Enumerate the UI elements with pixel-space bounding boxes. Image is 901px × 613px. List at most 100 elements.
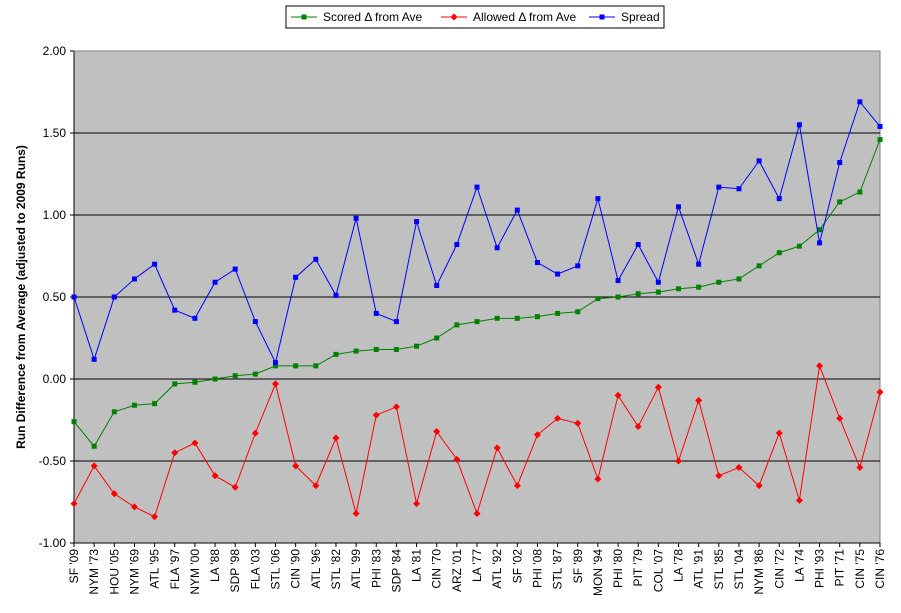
- data-point-allowed: [755, 482, 763, 490]
- data-point-scored: [615, 294, 621, 300]
- x-tick-label: STL '82: [329, 549, 343, 590]
- data-point-scored: [756, 263, 762, 269]
- data-point-allowed: [211, 472, 219, 480]
- data-point-scored: [716, 279, 722, 285]
- x-tick-label: NYM '73: [87, 549, 101, 595]
- data-point-allowed: [392, 403, 400, 411]
- x-tick-label: NYM '00: [188, 549, 202, 595]
- data-point-spread: [293, 274, 299, 280]
- data-point-spread: [454, 242, 460, 248]
- data-point-scored: [333, 351, 339, 357]
- x-tick-label: CIN '75: [853, 549, 867, 589]
- data-point-allowed: [70, 500, 78, 508]
- data-point-spread: [877, 123, 883, 129]
- data-point-spread: [776, 196, 782, 202]
- data-point-scored: [71, 419, 77, 425]
- data-point-spread: [71, 294, 77, 300]
- data-point-spread: [313, 256, 319, 262]
- x-tick-label: PHI '80: [611, 549, 625, 588]
- data-point-scored: [232, 373, 238, 379]
- y-tick-label: 1.50: [43, 126, 67, 140]
- x-tick-label: CIN '90: [289, 549, 303, 589]
- data-point-spread: [434, 283, 440, 289]
- data-point-allowed: [735, 464, 743, 472]
- x-tick-label: SF '09: [67, 549, 81, 584]
- data-point-allowed: [513, 482, 521, 490]
- data-point-scored: [877, 137, 883, 143]
- data-point-allowed: [453, 455, 461, 463]
- data-point-spread: [494, 245, 500, 251]
- series-scored: [71, 137, 883, 449]
- y-axis-title: Run Difference from Average (adjusted to…: [14, 145, 28, 449]
- x-tick-label: LA '74: [792, 549, 806, 582]
- data-point-scored: [857, 189, 863, 195]
- x-tick-label: NYM '69: [127, 549, 141, 595]
- data-point-allowed: [372, 411, 380, 419]
- x-tick-label: ATL '91: [692, 549, 706, 589]
- series-layer: [70, 99, 884, 521]
- legend-marker-scored: [301, 14, 307, 20]
- x-tick-label: SDP '84: [389, 549, 403, 593]
- data-point-allowed: [775, 429, 783, 437]
- data-point-spread: [716, 184, 722, 190]
- data-point-scored: [474, 319, 480, 325]
- data-point-allowed: [574, 419, 582, 427]
- y-tick-label: 1.00: [43, 208, 67, 222]
- data-point-spread: [796, 122, 802, 128]
- data-point-spread: [736, 186, 742, 192]
- y-tick-label: -1.00: [39, 536, 67, 550]
- data-point-scored: [313, 363, 319, 369]
- x-tick-label: ATL '92: [490, 549, 504, 589]
- data-point-scored: [575, 309, 581, 315]
- x-tick-label: LA '78: [672, 549, 686, 582]
- x-tick-label: ATL '99: [349, 549, 363, 589]
- data-point-spread: [534, 260, 540, 266]
- data-point-spread: [131, 276, 137, 282]
- x-tick-label: FLA '97: [168, 549, 182, 590]
- data-point-spread: [111, 294, 117, 300]
- data-point-scored: [353, 348, 359, 354]
- x-tick-label: CIN '70: [430, 549, 444, 589]
- data-point-scored: [373, 346, 379, 352]
- data-point-allowed: [614, 391, 622, 399]
- data-point-allowed: [231, 483, 239, 491]
- legend-label-spread: Spread: [621, 10, 660, 24]
- legend-label-scored: Scored Δ from Ave: [323, 10, 423, 24]
- data-point-allowed: [594, 475, 602, 483]
- data-point-allowed: [715, 472, 723, 480]
- data-point-spread: [756, 158, 762, 164]
- data-point-allowed: [413, 500, 421, 508]
- data-point-allowed: [634, 423, 642, 431]
- data-point-scored: [212, 376, 218, 382]
- x-tick-label: PHI '08: [530, 549, 544, 588]
- y-tick-label: -0.50: [39, 454, 67, 468]
- y-tick-label: 2.00: [43, 44, 67, 58]
- data-point-spread: [232, 266, 238, 272]
- data-point-scored: [534, 314, 540, 320]
- data-point-spread: [595, 196, 601, 202]
- data-point-spread: [273, 360, 278, 366]
- x-axis: SF '09 NYM '73 HOU '05 NYM '69 ATL '95 FLA '9…: [67, 542, 887, 596]
- data-point-scored: [152, 401, 158, 407]
- x-tick-label: ATL '95: [148, 549, 162, 589]
- y-tick-label: 0.00: [43, 372, 67, 386]
- data-point-scored: [514, 315, 520, 321]
- data-point-scored: [273, 363, 278, 369]
- data-point-scored: [434, 335, 440, 341]
- data-point-allowed: [433, 427, 441, 435]
- data-point-allowed: [876, 388, 884, 396]
- data-point-spread: [696, 261, 702, 267]
- data-point-spread: [152, 261, 158, 267]
- data-point-spread: [333, 292, 339, 298]
- data-point-allowed: [110, 490, 118, 498]
- data-point-scored: [293, 363, 299, 369]
- data-point-scored: [555, 310, 561, 316]
- x-tick-label: COL '07: [651, 549, 665, 593]
- series-allowed: [70, 362, 884, 521]
- data-point-allowed: [272, 380, 279, 388]
- data-point-allowed: [675, 457, 682, 465]
- x-tick-label: ARZ '01: [450, 549, 464, 592]
- x-tick-label: HOU '05: [107, 549, 121, 595]
- x-tick-label: LA '88: [208, 549, 222, 582]
